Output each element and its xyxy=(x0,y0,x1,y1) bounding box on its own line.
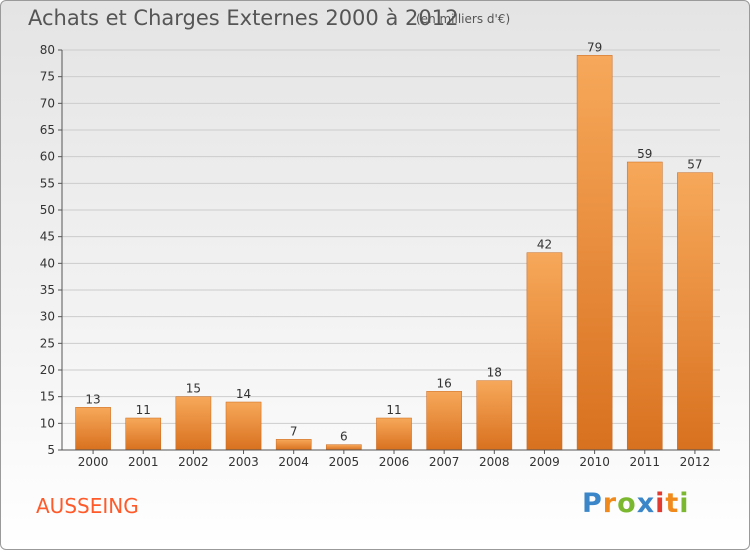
x-tick-label: 2005 xyxy=(329,455,360,469)
bar xyxy=(175,396,212,451)
bar-value-label: 79 xyxy=(587,40,602,54)
x-tick-label: 2012 xyxy=(680,455,711,469)
x-tick-label: 2011 xyxy=(629,455,660,469)
bar-value-label: 59 xyxy=(637,147,652,161)
y-tick-label: 5 xyxy=(47,443,55,457)
bar-value-label: 7 xyxy=(290,424,298,438)
data-labels: 13 11 15 14 7 6 11 16 18 42 79 59 57 xyxy=(85,40,702,443)
bar xyxy=(326,444,362,451)
y-tick-label: 45 xyxy=(40,230,55,244)
grid-lines xyxy=(62,49,720,451)
y-tick-label: 80 xyxy=(40,43,55,57)
y-tick-label: 30 xyxy=(40,310,55,324)
y-tick-label: 55 xyxy=(40,176,55,190)
bar xyxy=(626,161,663,451)
commune-name: AUSSEING xyxy=(36,494,139,518)
bar-value-label: 13 xyxy=(85,392,100,406)
bar xyxy=(677,172,713,451)
bar-value-label: 11 xyxy=(386,403,401,417)
logo-letter: r xyxy=(602,488,618,519)
y-tick-label: 35 xyxy=(40,283,55,297)
bar xyxy=(75,407,111,451)
x-tick-label: 2001 xyxy=(128,455,159,469)
logo-letter: x xyxy=(636,488,656,519)
bar xyxy=(476,380,513,451)
x-tick-label: 2003 xyxy=(228,455,259,469)
axes: 5 10 15 20 25 30 35 40 45 50 55 60 65 70 75 80 2000 2001 2… xyxy=(40,43,720,469)
y-tick-label: 25 xyxy=(40,336,55,350)
x-tick-label: 2009 xyxy=(529,455,560,469)
chart-subtitle: (en milliers d'€) xyxy=(416,12,511,26)
y-tick-label: 10 xyxy=(40,416,55,430)
y-tick-label: 20 xyxy=(40,363,55,377)
logo-letter: t xyxy=(665,488,680,519)
bar xyxy=(125,417,162,451)
x-tick-label: 2007 xyxy=(429,455,460,469)
y-tick-label: 15 xyxy=(40,390,55,404)
bar-value-label: 16 xyxy=(437,376,452,390)
bar-value-label: 11 xyxy=(136,403,151,417)
chart-title: Achats et Charges Externes 2000 à 2012 xyxy=(28,6,459,30)
bar xyxy=(376,417,412,451)
y-tick-label: 50 xyxy=(40,203,55,217)
bar-value-label: 42 xyxy=(537,238,552,252)
y-tick-label: 65 xyxy=(40,123,55,137)
bars xyxy=(75,55,713,451)
y-tick-label: 75 xyxy=(40,70,55,84)
logo-letter: i xyxy=(679,488,690,519)
bar xyxy=(576,55,613,451)
bar xyxy=(526,252,563,451)
bar-value-label: 15 xyxy=(186,382,201,396)
x-tick-label: 2000 xyxy=(78,455,109,469)
bar xyxy=(275,439,312,451)
x-tick-label: 2002 xyxy=(178,455,209,469)
x-tick-label: 2004 xyxy=(278,455,309,469)
x-tick-label: 2010 xyxy=(579,455,610,469)
bar-value-label: 6 xyxy=(340,430,348,444)
y-tick-label: 60 xyxy=(40,150,55,164)
x-tick-label: 2006 xyxy=(379,455,410,469)
bar-value-label: 18 xyxy=(487,366,502,380)
bar-value-label: 57 xyxy=(687,158,702,172)
logo-letter: P xyxy=(582,488,603,519)
y-tick-label: 40 xyxy=(40,256,55,270)
bar xyxy=(426,391,462,451)
y-tick-label: 70 xyxy=(40,96,55,110)
logo-letter: i xyxy=(655,488,666,519)
bar xyxy=(225,401,262,451)
bar-value-label: 14 xyxy=(236,387,251,401)
proxiti-logo: Proxiti xyxy=(582,488,690,519)
logo-letter: o xyxy=(617,488,637,519)
x-tick-label: 2008 xyxy=(479,455,510,469)
